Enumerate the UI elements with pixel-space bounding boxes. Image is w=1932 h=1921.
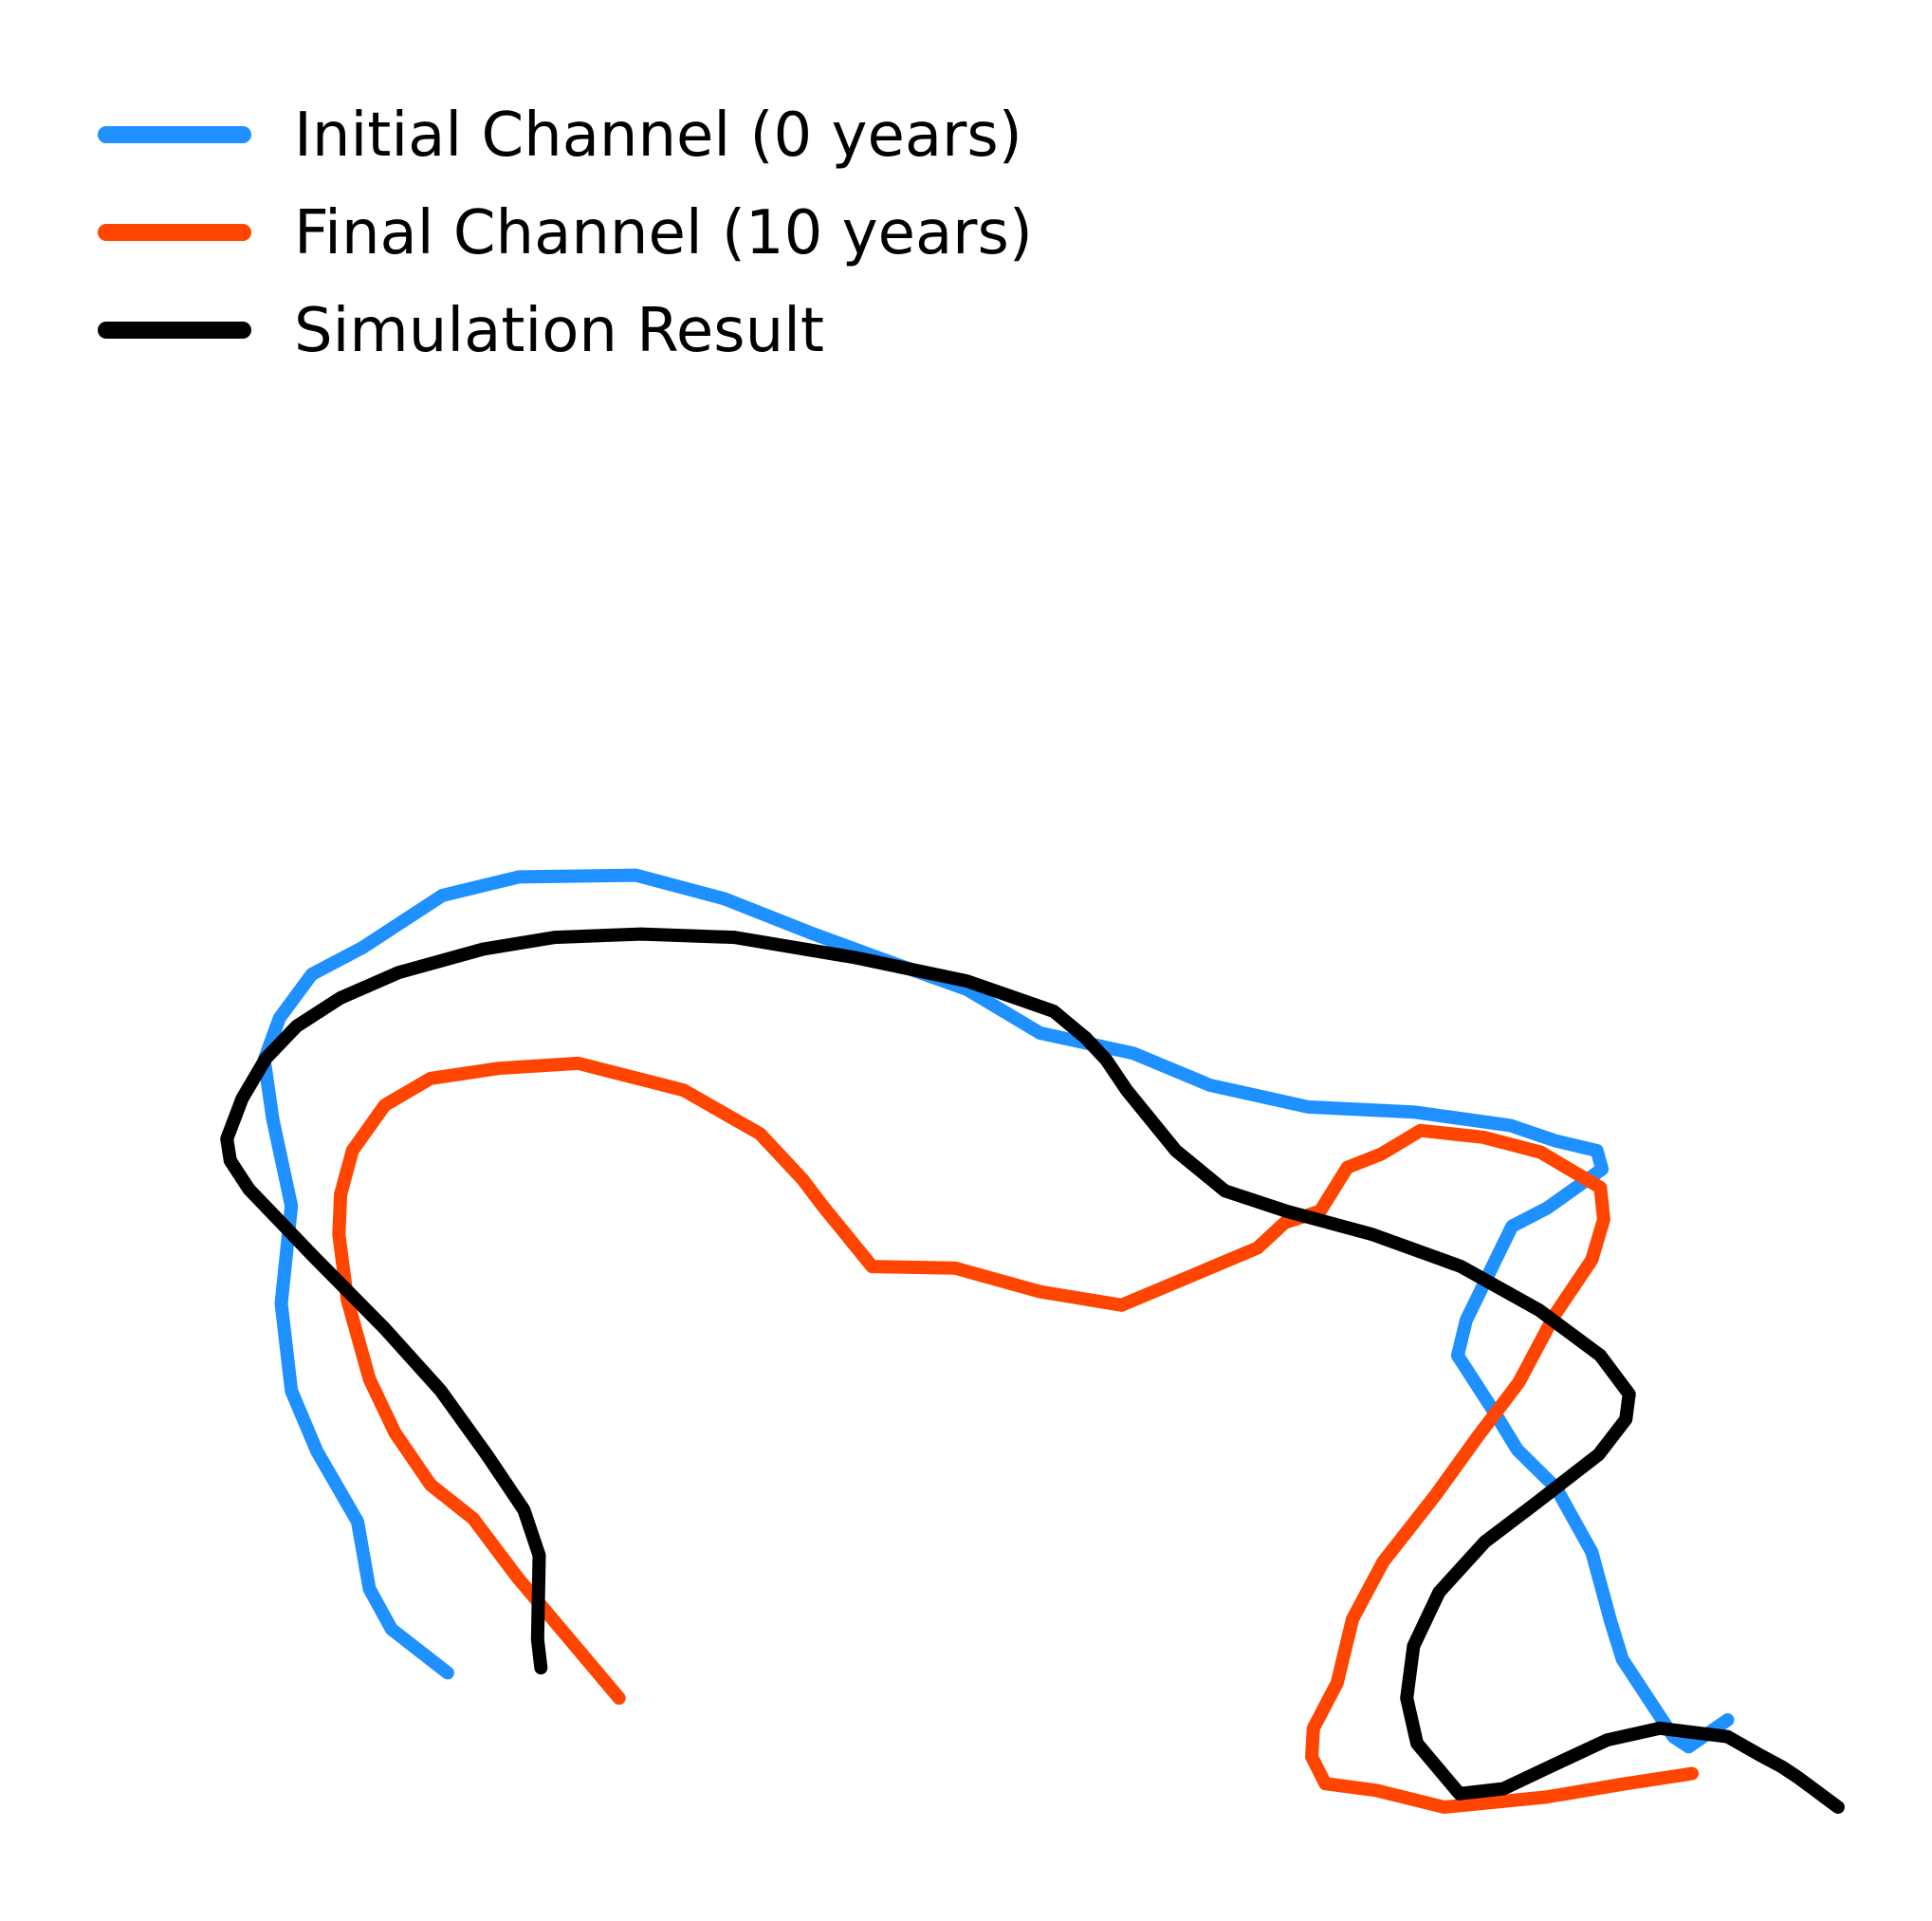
legend-label-final-channel: Final Channel (10 years) [294,198,1033,268]
legend-label-initial-channel: Initial Channel (0 years) [294,101,1022,171]
series-line-final-channel [332,1056,1699,1814]
series-line-initial-channel [257,868,1735,1754]
legend: Initial Channel (0 years) Final Channel … [98,101,1033,366]
series-line-simulation-result [220,927,1845,1814]
plot-area [220,868,1845,1814]
legend-label-simulation-result: Simulation Result [294,296,824,366]
